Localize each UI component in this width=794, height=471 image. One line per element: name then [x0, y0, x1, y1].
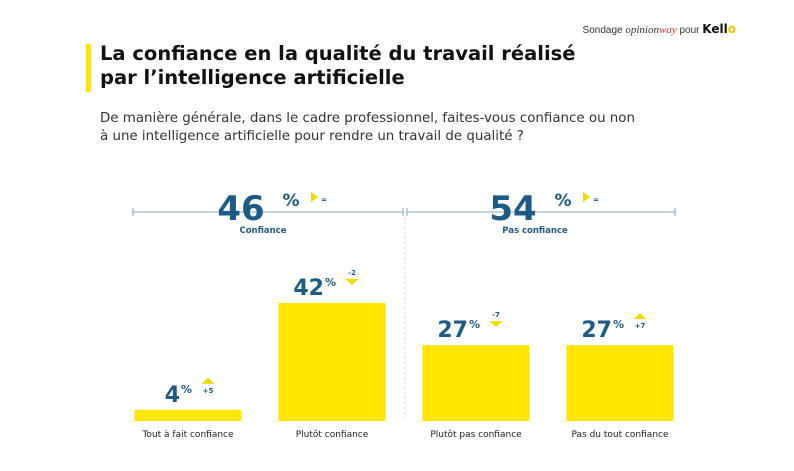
question-line-1: De manière générale, dans le cadre profe…: [100, 111, 635, 126]
group-total-percent-sign: %: [282, 191, 299, 211]
bar: [422, 345, 530, 421]
header-prefix: Sondage: [582, 25, 623, 36]
bar-value-percent-sign: %: [613, 318, 624, 331]
opinionway-logo-part1: opinion: [625, 24, 659, 36]
trend-marker-icon: [583, 192, 590, 202]
group-label: Pas confiance: [502, 226, 568, 236]
bar-delta-label: +7: [635, 322, 646, 330]
title-line-2: par l’intelligence artificielle: [100, 66, 405, 89]
bar: [134, 409, 242, 421]
group-total-value: 54: [489, 189, 536, 229]
bar-value-percent-sign: %: [181, 383, 192, 396]
opinionway-logo: opinionway: [625, 24, 676, 36]
category-label: Plutôt confiance: [296, 429, 369, 440]
bar-value-label: 27: [581, 318, 612, 343]
delta-down-arrow-icon: [345, 279, 359, 285]
kello-logo-part1: Kell: [702, 22, 728, 36]
delta-up-arrow-icon: [633, 313, 647, 320]
survey-question: De manière générale, dans le cadre profe…: [100, 110, 635, 146]
delta-down-arrow-icon: [489, 321, 503, 328]
group-trend-label: =: [593, 196, 599, 204]
page-title: La confiance en la qualité du travail ré…: [100, 42, 575, 90]
bar-delta-label: +5: [203, 387, 214, 395]
header-brand: Sondage opinionway pour Kello: [583, 22, 736, 36]
bar-value-label: 27: [437, 318, 468, 343]
category-label: Plutôt pas confiance: [430, 429, 522, 440]
group-trend-label: =: [321, 196, 327, 204]
bar: [566, 345, 674, 421]
opinionway-logo-part2: way: [658, 24, 677, 36]
group-label: Confiance: [239, 226, 286, 236]
bar: [278, 303, 386, 421]
group-total-value: 46: [217, 189, 264, 229]
bar-value-label: 42: [293, 276, 324, 301]
category-label: Tout à fait confiance: [141, 430, 234, 440]
bar-delta-label: -7: [492, 311, 500, 319]
kello-logo: Kello: [702, 22, 736, 36]
bar-delta-label: -2: [348, 269, 356, 277]
title-accent-bar: [86, 44, 91, 92]
category-label: Pas du tout confiance: [571, 430, 668, 440]
bar-value-label: 4: [165, 383, 180, 408]
kello-logo-part2: o: [727, 22, 736, 36]
group-total-percent-sign: %: [554, 191, 571, 211]
trend-marker-icon: [311, 192, 318, 202]
bar-value-percent-sign: %: [325, 276, 336, 289]
delta-up-arrow-icon: [201, 377, 215, 384]
question-line-2: à une intelligence artificielle pour ren…: [100, 129, 524, 144]
title-line-1: La confiance en la qualité du travail ré…: [100, 42, 576, 65]
header-connector: pour: [679, 25, 700, 36]
bar-value-percent-sign: %: [469, 318, 480, 331]
